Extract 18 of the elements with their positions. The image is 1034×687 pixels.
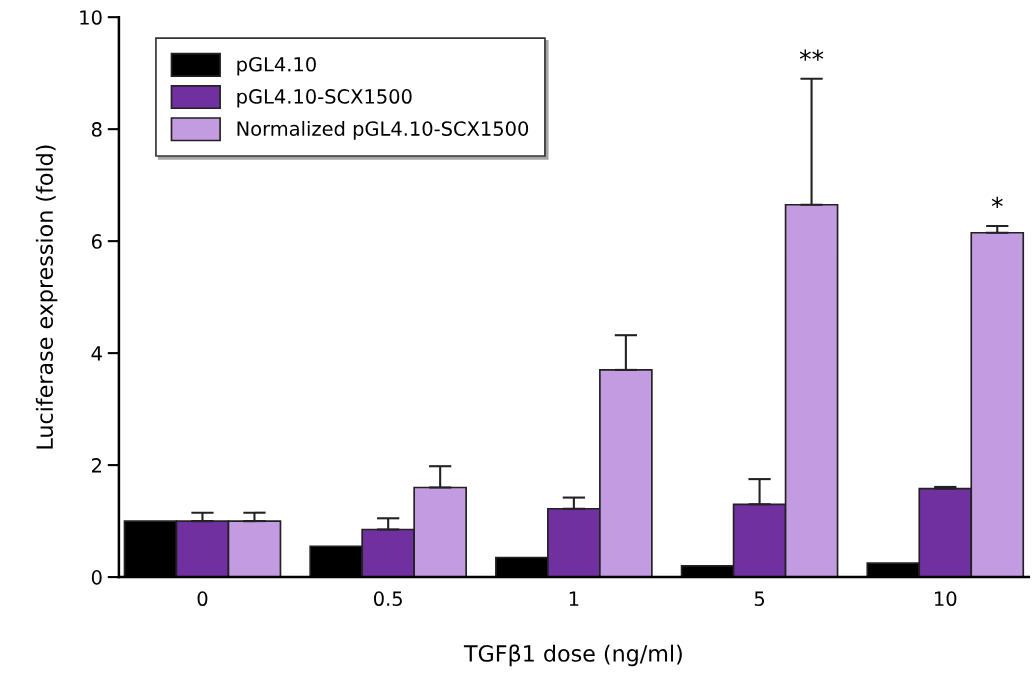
y-axis-title: Luciferase expression (fold) (35, 145, 58, 449)
x-tick-label: 1 (569, 591, 579, 606)
x-tick-label: 10 (935, 591, 957, 607)
x-tick-label: 0.5 (373, 591, 402, 607)
y-tick-label: 0 (91, 570, 102, 585)
y-tick-label: 8 (91, 122, 102, 137)
annotation: ** (799, 49, 824, 61)
y-tick-label: 10 (80, 10, 102, 25)
annotation: * (991, 196, 1003, 209)
legend-label: pGL4.10 (237, 56, 316, 76)
x-tick-label: 5 (754, 591, 765, 607)
x-axis-title: TGFβ1 dose (ng/ml) (463, 644, 682, 667)
x-tick-label: 0 (197, 591, 208, 607)
y-tick-label: 2 (91, 458, 101, 473)
y-tick-label: 6 (91, 234, 102, 249)
legend-label: Normalized pGL4.10-SCX1500 (237, 120, 529, 140)
legend-label: pGL4.10-SCX1500 (237, 89, 412, 108)
y-tick-label: 4 (91, 346, 102, 361)
